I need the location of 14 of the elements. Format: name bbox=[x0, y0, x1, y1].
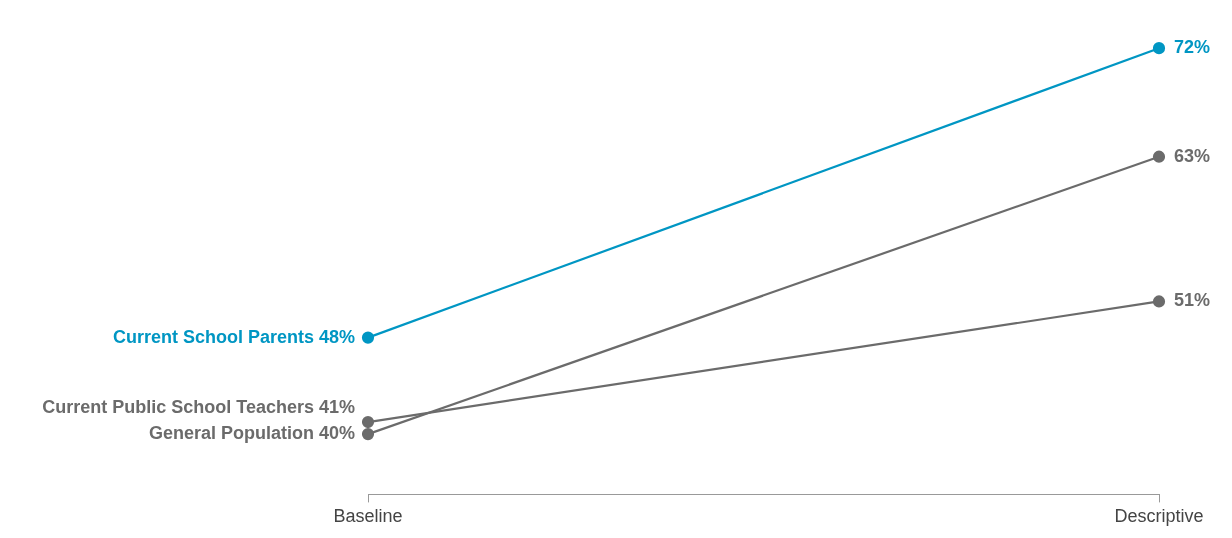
x-tick-label: Baseline bbox=[333, 506, 403, 527]
data-label: 51% bbox=[1174, 290, 1211, 311]
x-tick-label: Descriptive bbox=[1114, 506, 1204, 527]
point bbox=[1152, 150, 1166, 163]
point bbox=[361, 331, 375, 344]
point bbox=[1152, 42, 1166, 55]
point bbox=[361, 415, 375, 429]
text: Current Public School Teachers 41% bbox=[42, 397, 355, 418]
text: General Population 40% bbox=[148, 423, 355, 444]
text: Current School Parents 48% bbox=[112, 326, 355, 347]
data-label: 72% bbox=[1174, 37, 1211, 58]
point bbox=[361, 428, 375, 441]
point bbox=[1152, 295, 1166, 308]
data-label: 63% bbox=[1174, 145, 1211, 166]
